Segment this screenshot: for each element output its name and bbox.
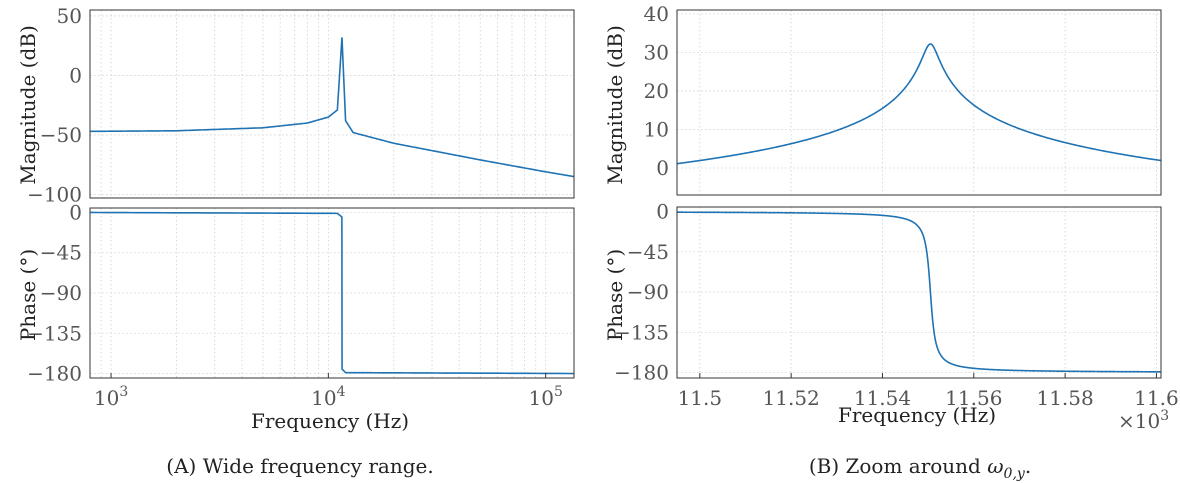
a-magnitude-ylabel: Magnitude (dB) (16, 25, 40, 185)
ytick-label: −135 (614, 320, 669, 344)
plot-frame (676, 9, 1162, 196)
xtick-label: 11.54 (854, 386, 911, 410)
panel-b-magnitude: 0 10 20 30 40 (644, 2, 1162, 196)
xtick-label: 11.52 (763, 386, 820, 410)
ytick-label: 40 (644, 2, 669, 26)
ytick-label: 0 (656, 156, 669, 180)
ytick-label: 0 (69, 200, 82, 224)
ytick-label: −100 (27, 182, 82, 206)
xtick-label: 11.6 (1134, 386, 1179, 410)
ytick-label: −50 (40, 123, 82, 147)
ytick-label: −45 (40, 241, 82, 265)
xtick-label: 103 (94, 384, 128, 410)
xtick-label: 105 (528, 384, 562, 410)
plot-frame (89, 9, 575, 199)
ytick-label: 0 (656, 199, 669, 223)
caption-a: (A) Wide frequency range. (166, 454, 433, 478)
ytick-label: −90 (40, 281, 82, 305)
ytick-label: 20 (644, 79, 669, 103)
xtick-label: 104 (311, 384, 345, 410)
panel-b-phase: 0 −45 −90 −135 −180 11.5 11.52 11.54 11.56 11.58 1… (614, 199, 1179, 410)
series-line (677, 211, 1161, 373)
a-xlabel: Frequency (Hz) (251, 409, 409, 433)
ytick-label: 50 (57, 4, 82, 28)
ytick-label: 30 (644, 40, 669, 64)
b-xlabel: Frequency (Hz) (838, 403, 996, 427)
ytick-label: −180 (27, 362, 82, 386)
ytick-label: −45 (627, 240, 669, 264)
b-xscale-note: ×103 (1118, 408, 1169, 433)
plot-frame (676, 206, 1162, 379)
b-phase-ylabel: Phase (°) (603, 249, 627, 341)
xtick-label: 11.58 (1036, 386, 1093, 410)
ytick-label: 0 (69, 63, 82, 87)
panel-a-phase: 0 −45 −90 −135 −180 103 104 105 (27, 200, 575, 410)
ytick-label: −180 (614, 361, 669, 385)
series-line (90, 211, 574, 375)
ytick-label: 10 (644, 117, 669, 141)
xtick-label: 11.56 (945, 386, 1002, 410)
ytick-label: −90 (627, 280, 669, 304)
panel-a-magnitude: −100 −50 0 50 (27, 4, 575, 206)
series-line (90, 37, 574, 178)
caption-b: (B) Zoom around ω0,y. (809, 454, 1031, 482)
xtick-label: 11.5 (678, 386, 723, 410)
b-magnitude-ylabel: Magnitude (dB) (603, 25, 627, 185)
plot-frame (89, 207, 575, 379)
a-phase-ylabel: Phase (°) (16, 249, 40, 341)
ytick-label: −135 (27, 321, 82, 345)
series-line (677, 43, 1161, 165)
